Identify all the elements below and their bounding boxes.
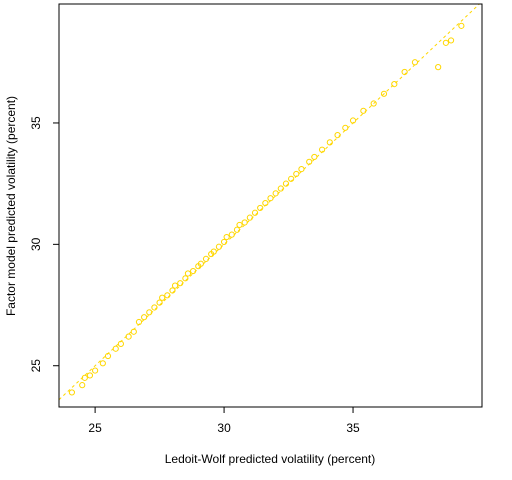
data-point <box>151 304 158 311</box>
data-point <box>177 280 184 287</box>
data-points <box>68 22 465 396</box>
data-point <box>228 231 235 238</box>
data-point <box>117 340 125 347</box>
data-point <box>130 328 137 335</box>
data-point <box>68 389 75 396</box>
data-point <box>164 292 171 299</box>
x-tick-label: 25 <box>88 421 102 435</box>
data-point <box>146 309 153 316</box>
data-point <box>99 360 106 367</box>
data-point <box>233 226 241 233</box>
data-point <box>202 255 210 263</box>
y-tick-label: 25 <box>29 359 43 373</box>
data-point <box>298 165 305 173</box>
data-point <box>169 287 176 294</box>
data-point <box>184 270 192 277</box>
y-axis: 25 30 35 <box>29 116 59 372</box>
data-point <box>277 185 284 192</box>
x-axis-label: Ledoit-Wolf predicted volatility (percen… <box>165 452 376 466</box>
y-axis-label: Factor model predicted volatility (perce… <box>4 96 18 316</box>
data-point <box>86 372 94 379</box>
data-point <box>288 175 295 182</box>
plot-frame <box>58 3 483 408</box>
data-point <box>435 64 442 71</box>
data-point <box>141 314 148 321</box>
data-point <box>267 195 274 202</box>
data-point <box>391 81 398 88</box>
data-point <box>220 238 228 246</box>
data-point <box>442 39 449 46</box>
reference-line-layer <box>58 3 480 401</box>
data-point <box>92 367 99 374</box>
data-point <box>190 267 197 275</box>
data-point <box>246 214 253 221</box>
data-point <box>458 22 465 29</box>
data-point <box>411 59 419 66</box>
data-point <box>81 374 88 381</box>
data-point <box>342 124 349 131</box>
data-point <box>334 131 341 139</box>
data-point <box>282 180 290 187</box>
x-tick-label: 30 <box>217 421 231 435</box>
data-point <box>401 68 408 76</box>
data-point <box>257 204 264 212</box>
x-axis: 25 30 35 <box>88 407 360 435</box>
data-point <box>79 382 86 389</box>
data-point <box>236 221 243 229</box>
data-point <box>215 243 223 250</box>
data-point <box>223 233 230 241</box>
data-point <box>293 170 300 178</box>
data-point <box>262 199 269 207</box>
data-point <box>171 282 179 289</box>
data-point <box>104 352 112 360</box>
data-point <box>272 190 279 197</box>
y-tick-label: 35 <box>29 116 43 130</box>
data-point <box>447 37 455 44</box>
data-point <box>159 294 166 301</box>
data-point <box>197 260 204 267</box>
data-point <box>241 219 248 226</box>
data-point <box>125 333 132 340</box>
data-point <box>251 209 259 216</box>
data-point <box>349 117 357 124</box>
data-point <box>326 139 333 146</box>
data-point <box>360 107 367 114</box>
data-point <box>370 100 377 107</box>
data-point <box>135 318 143 326</box>
data-point <box>156 299 163 306</box>
data-point <box>210 248 217 255</box>
x-tick-label: 35 <box>346 421 360 435</box>
data-point <box>112 345 119 352</box>
data-point <box>306 158 313 165</box>
data-point <box>311 153 318 161</box>
data-point <box>182 275 189 282</box>
data-point <box>318 146 326 153</box>
identity-reference-line <box>58 3 480 401</box>
data-point <box>380 90 388 97</box>
y-tick-label: 30 <box>29 237 43 251</box>
